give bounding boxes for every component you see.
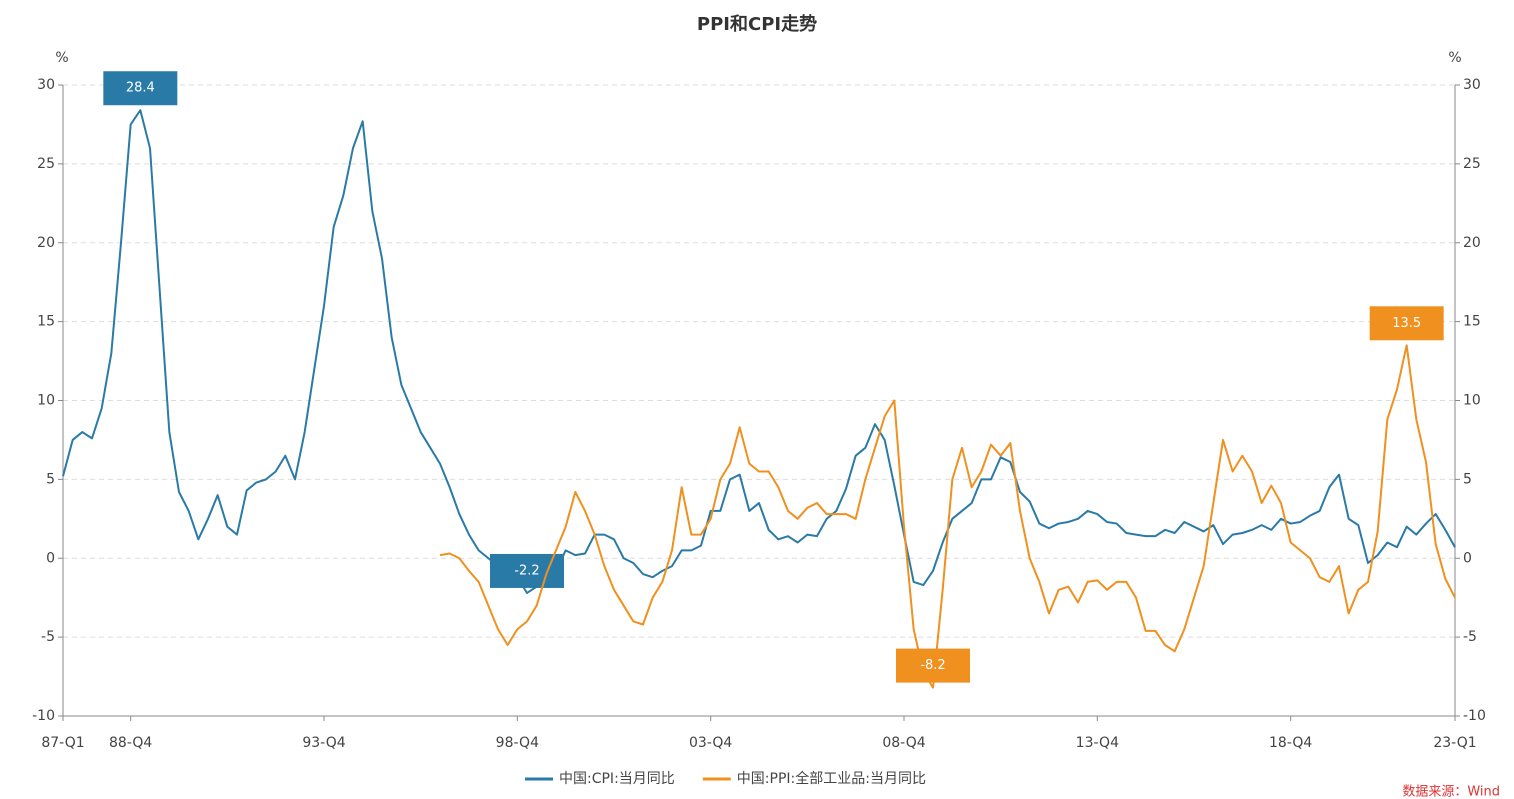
y2-tick-label: 15 <box>1463 314 1481 330</box>
y2-tick-label: 25 <box>1463 156 1481 172</box>
callout-box <box>896 648 970 683</box>
x-tick-label: 93-Q4 <box>302 735 345 751</box>
y2-axis-label: % <box>1448 50 1461 66</box>
y2-tick-label: -5 <box>1463 629 1477 645</box>
y-tick-label: -5 <box>41 629 55 645</box>
source-note: 数据来源：Wind <box>1402 785 1500 799</box>
y-axis-label: % <box>55 50 68 66</box>
y2-tick-label: 0 <box>1463 550 1472 566</box>
data-label: -8.2 <box>920 658 945 673</box>
data-label: -2.2 <box>514 563 539 578</box>
y-tick-label: 10 <box>37 393 55 409</box>
y2-tick-label: 30 <box>1463 77 1481 93</box>
x-tick-label: 88-Q4 <box>109 735 152 751</box>
callout-box <box>1369 306 1444 341</box>
y2-tick-label: 20 <box>1463 235 1481 251</box>
y-tick-label: 20 <box>37 235 55 251</box>
y2-tick-label: 10 <box>1463 393 1481 409</box>
y-tick-label: 5 <box>46 471 55 487</box>
x-tick-label: 03-Q4 <box>689 735 732 751</box>
y-tick-label: 0 <box>46 550 55 566</box>
y-tick-label: 25 <box>37 156 55 172</box>
y-tick-label: -10 <box>32 708 55 724</box>
series-line <box>62 109 1456 594</box>
legend-label: 中国:CPI:当月同比 <box>559 771 675 787</box>
x-tick-label: 87-Q1 <box>41 735 84 751</box>
x-tick-label: 13-Q4 <box>1076 735 1119 751</box>
data-label: 28.4 <box>126 81 155 96</box>
x-tick-label: 98-Q4 <box>496 735 539 751</box>
chart-title: PPI和CPI走势 <box>697 13 817 35</box>
callout-box <box>103 71 178 106</box>
y-tick-label: 15 <box>37 314 55 330</box>
legend-label: 中国:PPI:全部工业品:当月同比 <box>737 770 926 787</box>
x-tick-label: 23-Q1 <box>1433 735 1476 751</box>
data-label: 13.5 <box>1392 316 1421 331</box>
y2-tick-label: 5 <box>1463 471 1472 487</box>
x-tick-label: 08-Q4 <box>882 735 925 751</box>
series-line <box>439 344 1456 689</box>
y-tick-label: 30 <box>37 77 55 93</box>
x-tick-label: 18-Q4 <box>1269 735 1312 751</box>
y2-tick-label: -10 <box>1463 708 1486 724</box>
